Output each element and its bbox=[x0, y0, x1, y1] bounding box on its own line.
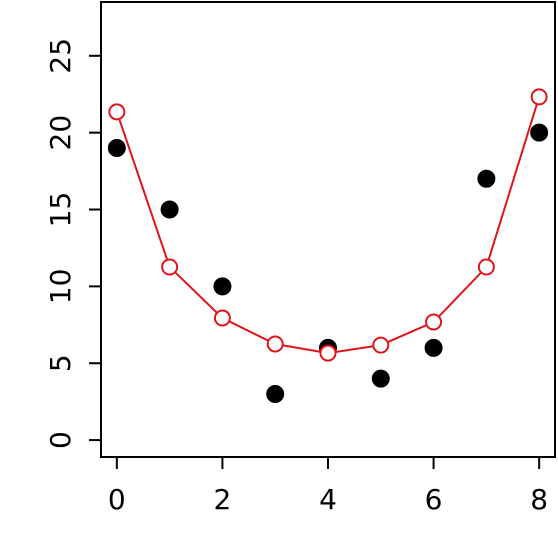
x-tick-label: 6 bbox=[425, 483, 443, 516]
fit-point bbox=[213, 309, 231, 327]
data-point bbox=[371, 369, 390, 388]
fit-line bbox=[115, 96, 541, 355]
data-point bbox=[424, 338, 443, 357]
y-tick-label: 5 bbox=[44, 354, 77, 372]
data-point bbox=[213, 277, 232, 296]
fit-point bbox=[108, 103, 126, 121]
x-tick-label: 8 bbox=[530, 483, 548, 516]
fit-point bbox=[425, 313, 443, 331]
y-tick-label: 0 bbox=[44, 431, 77, 449]
data-point bbox=[107, 139, 126, 158]
x-tick-label: 4 bbox=[319, 483, 337, 516]
y-tick-label: 25 bbox=[44, 38, 77, 74]
data-point bbox=[530, 123, 549, 142]
y-tick-label: 10 bbox=[44, 269, 77, 305]
data-point bbox=[477, 169, 496, 188]
fit-point bbox=[372, 336, 390, 354]
fit-point bbox=[161, 258, 179, 276]
y-tick-label: 20 bbox=[44, 115, 77, 151]
data-point bbox=[266, 384, 285, 403]
plot-frame bbox=[100, 1, 556, 458]
fit-point bbox=[530, 88, 548, 106]
y-tick-label: 15 bbox=[44, 192, 77, 228]
x-tick-label: 0 bbox=[108, 483, 126, 516]
fit-point bbox=[477, 258, 495, 276]
x-tick-label: 2 bbox=[214, 483, 232, 516]
fit-point bbox=[319, 344, 337, 362]
data-point bbox=[160, 200, 179, 219]
fit-point bbox=[266, 335, 284, 353]
